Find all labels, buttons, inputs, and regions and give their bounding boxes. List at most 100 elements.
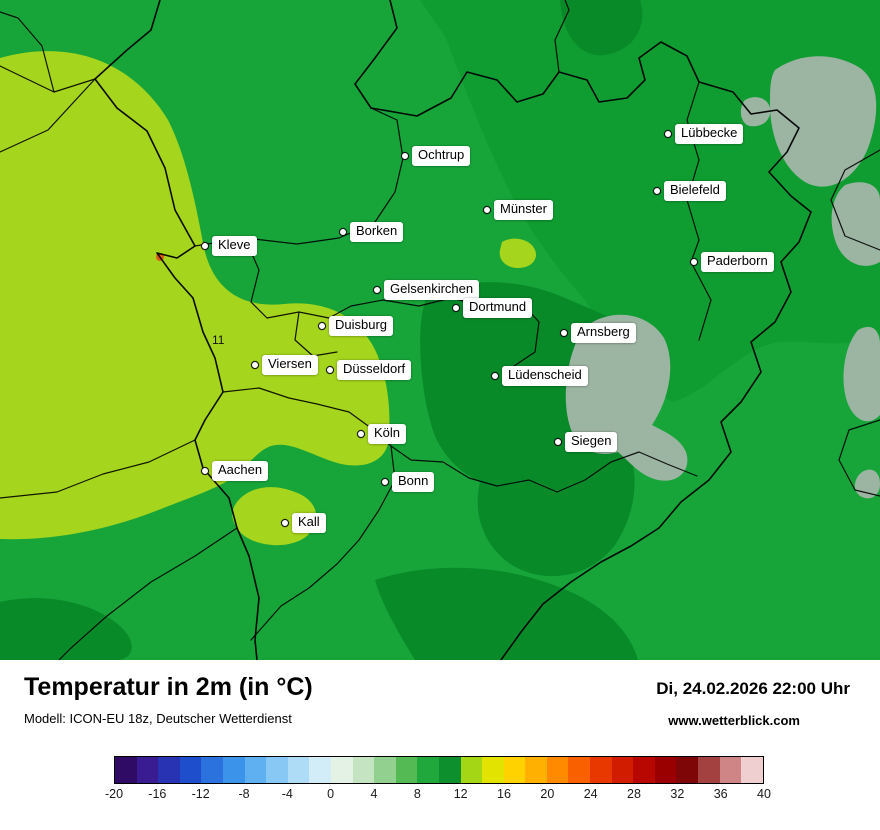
city-label: Düsseldorf: [337, 360, 412, 380]
city-label: Borken: [350, 222, 404, 242]
temperature-value-label: 11: [212, 333, 225, 347]
region-lime-west: [0, 51, 390, 540]
city-marker-siegen: Siegen: [554, 432, 618, 452]
city-dot: [339, 228, 347, 236]
legend-segment: [719, 757, 742, 783]
legend-segment: [568, 757, 591, 783]
city-dot: [690, 258, 698, 266]
line-nl-2: [0, 11, 55, 93]
city-dot: [664, 130, 672, 138]
city-dot: [560, 329, 568, 337]
city-dot: [653, 187, 661, 195]
city-dot: [281, 519, 289, 527]
city-label: Siegen: [565, 432, 618, 452]
legend-segment: [352, 757, 375, 783]
region-gray-right2: [843, 326, 880, 422]
city-marker-bielefeld: Bielefeld: [653, 181, 726, 201]
line-be-2: [58, 527, 238, 660]
legend-segment: [590, 757, 612, 783]
city-marker-bonn: Bonn: [381, 472, 435, 492]
city-label: Kleve: [212, 236, 257, 256]
city-marker-paderborn: Paderborn: [690, 252, 774, 272]
city-label: Arnsberg: [571, 323, 636, 343]
legend-segment: [546, 757, 569, 783]
legend-segment: [503, 757, 526, 783]
legend-segment: [654, 757, 677, 783]
legend-segment: [676, 757, 699, 783]
city-marker-ldenscheid: Lüdenscheid: [491, 366, 588, 386]
region-gray-topright: [770, 56, 877, 187]
legend-tick: -20: [104, 787, 124, 801]
line-ruhr-south: [294, 311, 338, 357]
line-nl-3: [0, 78, 96, 153]
city-dot: [251, 361, 259, 369]
line-muensterland: [194, 107, 404, 247]
legend-tick: 8: [413, 787, 421, 801]
legend-tick: 12: [453, 787, 468, 801]
legend-segment: [374, 757, 396, 783]
city-label: Lübbecke: [675, 124, 744, 144]
city-label: Köln: [368, 424, 407, 444]
legend-segment: [741, 757, 763, 783]
city-marker-borken: Borken: [339, 222, 404, 242]
legend-segment: [201, 757, 223, 783]
city-marker-kln: Köln: [357, 424, 407, 444]
line-right-2: [838, 419, 880, 497]
city-marker-kleve: Kleve: [201, 236, 257, 256]
legend-segment: [438, 757, 461, 783]
region-dark-bottomleft: [0, 598, 132, 660]
city-label: Kall: [292, 513, 326, 533]
model-info-label: Modell: ICON-EU 18z, Deutscher Wetterdie…: [24, 711, 292, 726]
city-marker-aachen: Aachen: [201, 461, 269, 481]
colorbar-ticks: -20 -16 -12 -8 -4 0 4 8 12 16 20 24 28 32 36 40: [105, 787, 771, 804]
city-marker-lbbecke: Lübbecke: [664, 124, 744, 144]
legend-segment: [136, 757, 159, 783]
legend-tick: 28: [627, 787, 641, 801]
city-dot: [373, 286, 381, 294]
city-label: Münster: [494, 200, 553, 220]
legend-segment: [482, 757, 504, 783]
website-label: www.wetterblick.com: [668, 713, 800, 728]
line-ruhr: [244, 237, 540, 369]
region-gray-speck1: [740, 97, 771, 127]
legend-tick: 36: [713, 787, 728, 801]
legend-segment: [158, 757, 180, 783]
city-marker-gelsenkirchen: Gelsenkirchen: [373, 280, 480, 300]
legend-segment: [460, 757, 483, 783]
legend-tick: 40: [757, 787, 771, 801]
line-right-1: [830, 149, 880, 251]
city-label: Viersen: [262, 355, 318, 375]
city-label: Ochtrup: [412, 146, 471, 166]
legend-tick: 0: [327, 787, 335, 801]
city-dot: [401, 152, 409, 160]
line-top-middle: [554, 0, 570, 73]
legend-segment: [179, 757, 202, 783]
legend-tick: -8: [238, 787, 250, 801]
city-marker-dsseldorf: Düsseldorf: [326, 360, 412, 380]
city-dot: [201, 242, 209, 250]
city-marker-kall: Kall: [281, 513, 326, 533]
legend-segment: [417, 757, 439, 783]
city-marker-viersen: Viersen: [251, 355, 318, 375]
city-marker-dortmund: Dortmund: [452, 298, 533, 318]
city-dot: [318, 322, 326, 330]
legend-tick: 16: [497, 787, 511, 801]
line-south: [222, 387, 698, 493]
legend-tick: -4: [281, 787, 293, 801]
city-label: Bielefeld: [664, 181, 726, 201]
region-lime-muenster: [499, 238, 537, 268]
legend-tick: 20: [540, 787, 555, 801]
legend-segment: [266, 757, 288, 783]
legend-segment: [330, 757, 353, 783]
temperature-legend: -20 -16 -12 -8 -4 0 4 8 12 16 20 24 28 32 36 40: [105, 756, 771, 804]
legend-segment: [309, 757, 331, 783]
city-marker-ochtrup: Ochtrup: [401, 146, 471, 166]
region-dark-topmiddle: [560, 0, 643, 56]
city-label: Dortmund: [463, 298, 533, 318]
page-title: Temperatur in 2m (in °C): [24, 673, 313, 701]
city-dot: [491, 372, 499, 380]
legend-tick: -12: [191, 787, 210, 801]
legend-segment: [611, 757, 634, 783]
legend-segment: [698, 757, 720, 783]
